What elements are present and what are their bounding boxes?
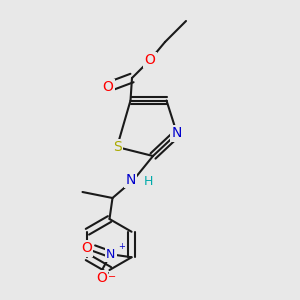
Text: O: O bbox=[81, 241, 92, 255]
Text: O: O bbox=[103, 80, 113, 94]
Text: S: S bbox=[112, 140, 122, 154]
Text: O: O bbox=[145, 53, 155, 67]
Text: N: N bbox=[172, 127, 182, 140]
Text: N: N bbox=[125, 173, 136, 187]
Text: −: − bbox=[108, 272, 116, 282]
Text: H: H bbox=[144, 175, 153, 188]
Text: N: N bbox=[106, 248, 115, 261]
Text: O: O bbox=[96, 271, 107, 285]
Text: +: + bbox=[118, 242, 125, 251]
